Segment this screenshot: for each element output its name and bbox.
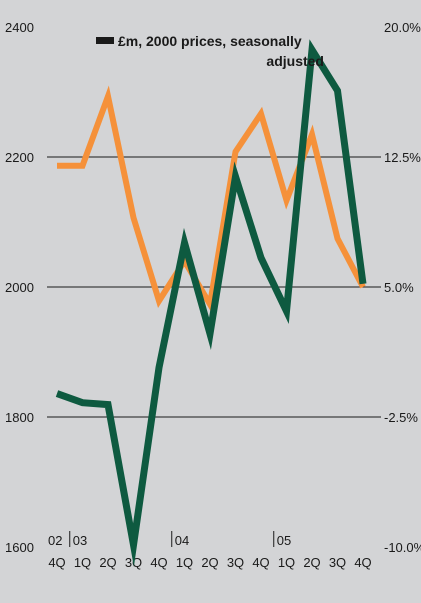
series-line-percent-change xyxy=(57,85,366,313)
x-axis-tick-label: 2Q xyxy=(99,555,116,570)
right-axis-tick-label: 12.5% xyxy=(384,150,421,165)
year-label: 03 xyxy=(73,533,87,548)
x-axis-tick-label: 1Q xyxy=(278,555,295,570)
right-axis-ticks: -10.0% -2.5% 5.0% 12.5% 20.0% xyxy=(384,20,421,555)
year-label: 02 xyxy=(48,533,62,548)
legend-label-line1: £m, 2000 prices, seasonally xyxy=(118,33,302,49)
right-axis-tick-label: 20.0% xyxy=(384,20,421,35)
right-axis-tick-label: -10.0% xyxy=(384,540,421,555)
left-axis-tick-label: 2200 xyxy=(5,150,34,165)
x-axis-tick-label: 3Q xyxy=(329,555,346,570)
left-axis-tick-label: 2400 xyxy=(5,20,34,35)
left-axis-tick-label: 1600 xyxy=(5,540,34,555)
legend-swatch-icon xyxy=(96,37,114,44)
x-axis-tick-label: 1Q xyxy=(74,555,91,570)
x-axis-tick-label: 2Q xyxy=(303,555,320,570)
series-lines xyxy=(55,39,367,567)
legend: £m, 2000 prices, seasonally adjusted xyxy=(96,33,324,69)
year-label: 05 xyxy=(277,533,291,548)
left-axis-ticks: 1600 1800 2000 2200 2400 xyxy=(5,20,34,555)
x-axis-tick-label: 4Q xyxy=(252,555,269,570)
legend-label-line2: adjusted xyxy=(266,53,324,69)
x-axis-tick-label: 4Q xyxy=(354,555,371,570)
left-axis-tick-label: 1800 xyxy=(5,410,34,425)
x-axis-tick-label: 4Q xyxy=(150,555,167,570)
year-label: 04 xyxy=(175,533,189,548)
left-axis-tick-label: 2000 xyxy=(5,280,34,295)
series-line-volume xyxy=(55,39,367,567)
right-axis-tick-label: 5.0% xyxy=(384,280,414,295)
right-axis-tick-label: -2.5% xyxy=(384,410,418,425)
x-axis-tick-label: 3Q xyxy=(227,555,244,570)
x-axis-tick-label: 1Q xyxy=(176,555,193,570)
x-axis-tick-label: 2Q xyxy=(201,555,218,570)
x-axis-tick-label: 4Q xyxy=(48,555,65,570)
